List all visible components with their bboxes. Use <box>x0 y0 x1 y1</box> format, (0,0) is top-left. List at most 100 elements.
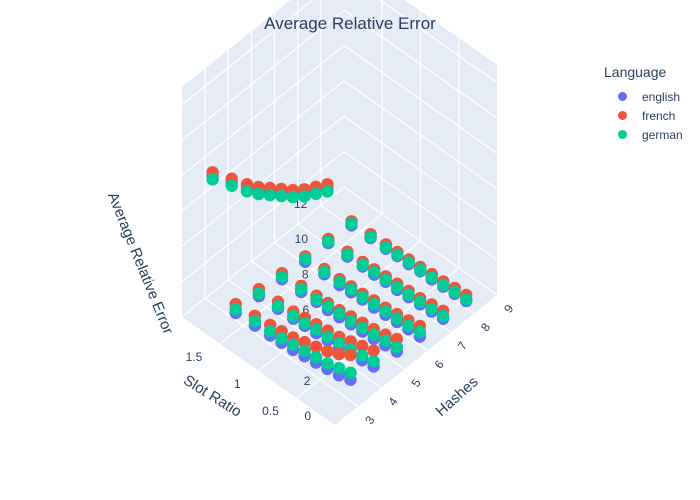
data-point-german <box>425 302 438 316</box>
chart-title: Average Relative Error <box>264 14 436 33</box>
data-point-german <box>286 190 300 204</box>
tick-label-y: 5 <box>409 376 424 390</box>
legend-swatch-english <box>618 92 627 101</box>
tick-label-y: 8 <box>478 320 493 334</box>
data-point-german <box>298 317 311 330</box>
tick-label-y: 6 <box>432 357 447 371</box>
data-point-german <box>321 330 334 343</box>
data-point-german <box>344 366 357 379</box>
data-point-german <box>356 290 369 304</box>
gridline-z-back-x <box>181 186 345 318</box>
data-point-german <box>414 263 427 277</box>
data-point-german <box>368 266 381 279</box>
data-point-german <box>295 283 308 296</box>
data-point-german <box>225 179 238 192</box>
legend-label-german: german <box>642 127 683 142</box>
gridline-z-back-x <box>181 151 345 283</box>
data-point-german <box>286 338 300 351</box>
data-point-german <box>356 321 369 335</box>
chart-axis-panes <box>182 0 497 425</box>
legend-label-english: english <box>642 89 681 104</box>
data-point-german <box>206 173 219 186</box>
data-point-german <box>436 309 450 323</box>
data-point-german <box>309 187 323 201</box>
data-point-german <box>367 328 380 341</box>
data-point-german <box>402 288 415 301</box>
data-point-german <box>321 185 334 198</box>
data-point-french <box>321 345 334 358</box>
legend-label-french: french <box>642 108 676 123</box>
data-point-german <box>309 351 323 364</box>
data-point-german <box>298 344 311 358</box>
data-point-french <box>367 344 380 357</box>
data-point-german <box>264 324 277 338</box>
data-point-german <box>425 271 438 284</box>
gridline-x-floor <box>219 213 383 345</box>
data-point-german <box>248 314 262 328</box>
data-point-german <box>333 276 346 289</box>
data-point-german <box>413 325 427 339</box>
data-point-german <box>332 362 346 375</box>
data-point-german <box>333 336 346 350</box>
data-point-german <box>252 287 266 300</box>
axis-title-y: Hashes <box>432 373 481 420</box>
data-point-german <box>402 319 415 332</box>
data-point-german <box>391 248 404 261</box>
tick-label-z: 2 <box>304 374 311 388</box>
wall-back-x <box>182 0 344 317</box>
data-point-german <box>271 299 285 313</box>
data-point-german <box>252 187 265 201</box>
tick-label-y: 4 <box>385 395 400 409</box>
data-point-german <box>299 252 312 266</box>
tick-label-z: 6 <box>303 303 310 317</box>
legend-item-english[interactable]: english <box>604 87 683 106</box>
data-point-german <box>448 285 461 299</box>
chart-legend: Language english french german <box>604 64 683 144</box>
data-point-german <box>379 334 392 347</box>
gridline-z-back-x <box>181 0 314 106</box>
data-point-german <box>229 303 242 316</box>
data-point-french <box>332 347 346 361</box>
legend-item-german[interactable]: german <box>604 125 683 144</box>
data-point-german <box>356 258 369 271</box>
tick-label-y: 9 <box>501 302 516 316</box>
legend-title: Language <box>604 64 667 80</box>
data-point-german <box>345 217 358 230</box>
data-point-german <box>379 305 392 318</box>
gridline-z-back-x <box>181 115 345 247</box>
data-point-german <box>402 256 415 269</box>
data-point-german <box>321 357 334 370</box>
axis-title-z: Average Relative Error <box>104 190 177 337</box>
data-point-german <box>390 340 403 354</box>
data-point-german <box>379 241 393 254</box>
tick-label-x: 1 <box>234 377 241 391</box>
data-point-german <box>364 230 377 243</box>
data-point-german <box>413 295 427 308</box>
data-point-german <box>310 293 323 306</box>
chart-data-points <box>206 166 473 386</box>
tick-label-y: 7 <box>455 339 470 353</box>
data-point-german <box>333 307 346 320</box>
data-point-german <box>310 323 323 336</box>
legend-item-french[interactable]: french <box>604 106 683 125</box>
tick-label-y: 3 <box>362 413 377 427</box>
data-point-german <box>275 332 288 345</box>
data-point-german <box>318 265 331 279</box>
tick-label-z: 0 <box>304 409 311 423</box>
tick-label-x: 1.5 <box>186 350 203 364</box>
data-point-german <box>321 300 335 313</box>
data-point-french <box>309 340 323 353</box>
data-point-german <box>298 190 311 203</box>
data-point-german <box>240 185 254 198</box>
data-point-german <box>263 188 277 202</box>
data-point-german <box>275 189 288 203</box>
data-point-german <box>344 283 358 296</box>
gridline-z-back-x <box>181 9 345 141</box>
data-point-french <box>298 335 311 349</box>
data-point-german <box>379 273 392 287</box>
data-point-german <box>390 312 404 325</box>
data-point-german <box>322 235 335 248</box>
data-point-german <box>367 355 380 368</box>
tick-label-z: 10 <box>295 232 309 246</box>
